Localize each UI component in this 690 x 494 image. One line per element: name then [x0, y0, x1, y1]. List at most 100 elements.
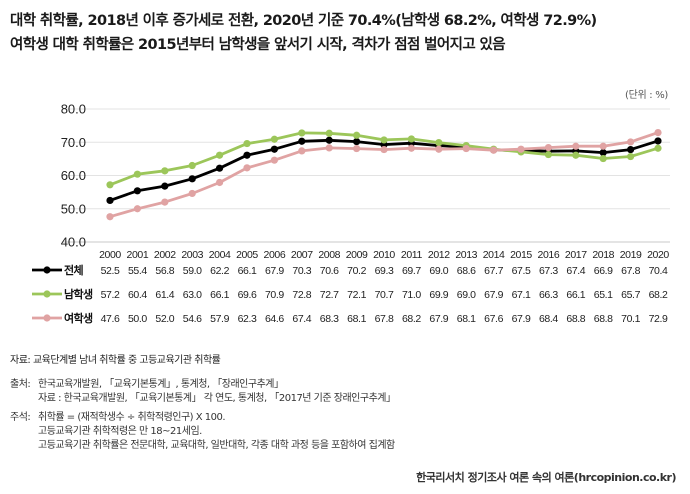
source-line: 자료 : 한국교육개발원, 「교육기본통계」 각 연도, 통계청, 「2017년… — [38, 393, 396, 404]
data-point — [188, 161, 196, 170]
table-cell: 52.5 — [101, 265, 120, 277]
table-cell: 68.3 — [320, 313, 339, 325]
x-tick-label: 2012 — [428, 249, 450, 261]
table-cell: 67.9 — [265, 265, 284, 277]
table-cell: 68.2 — [402, 313, 421, 325]
table-cell: 52.0 — [155, 313, 174, 325]
table-cell: 68.2 — [649, 289, 668, 301]
data-point — [161, 182, 169, 190]
table-cell: 65.1 — [594, 289, 613, 301]
x-tick-label: 2019 — [620, 249, 642, 261]
table-cell: 63.0 — [183, 289, 202, 301]
data-point — [599, 154, 607, 163]
legend-swatch-marker — [43, 266, 51, 274]
data-point — [654, 144, 662, 152]
table-cell: 70.7 — [375, 289, 394, 301]
data-point — [325, 144, 333, 152]
table-cell: 57.9 — [210, 313, 229, 325]
table-cell: 69.7 — [402, 265, 421, 277]
table-cell: 67.7 — [484, 265, 503, 277]
note-line: 고등교육기관 취학적령은 만 18~21세임. — [38, 426, 202, 437]
legend-swatch-marker — [43, 290, 51, 298]
data-point — [243, 151, 251, 159]
unit-label: (단위 : %) — [625, 90, 669, 101]
x-tick-label: 2018 — [592, 249, 614, 261]
data-point — [627, 138, 635, 146]
x-tick-label: 2009 — [346, 249, 368, 261]
table-cell: 72.7 — [320, 289, 339, 301]
table-cell: 62.2 — [210, 265, 229, 277]
table-cell: 68.8 — [566, 313, 585, 325]
data-point — [188, 189, 196, 198]
table-cell: 69.6 — [238, 289, 257, 301]
data-point — [490, 146, 498, 154]
data-point — [243, 164, 251, 172]
footer-credit: 한국리서치 정기조사 여론 속의 여론(hrcopinion.co.kr) — [416, 471, 676, 484]
x-tick-label: 2008 — [318, 249, 340, 261]
table-cell: 66.1 — [210, 289, 229, 301]
chart-title: 대학 취학률, 2018년 이후 증가세로 전환, 2020년 기준 70.4%… — [10, 13, 597, 29]
data-point — [517, 145, 525, 153]
table-cell: 68.1 — [457, 313, 476, 325]
y-tick-label: 60.0 — [61, 168, 86, 183]
data-source-label: 자료: 교육단계별 남녀 취학률 중 고등교육기관 취학률 — [10, 355, 221, 366]
table-cell: 57.2 — [101, 289, 120, 301]
x-tick-label: 2002 — [154, 249, 176, 261]
table-cell: 70.9 — [265, 289, 284, 301]
data-point — [325, 129, 333, 137]
table-cell: 66.1 — [238, 265, 257, 277]
table-cell: 67.9 — [429, 313, 448, 325]
note-line: 고등교육기관 취학률은 전문대학, 교육대학, 일반대학, 각종 대학 과정 등… — [38, 440, 395, 451]
data-point — [654, 137, 662, 145]
data-point — [106, 213, 114, 221]
table-cell: 65.7 — [621, 289, 640, 301]
data-point — [353, 131, 361, 139]
data-point — [325, 136, 333, 144]
x-tick-label: 2011 — [401, 249, 423, 261]
data-point — [572, 142, 580, 150]
data-point — [216, 151, 224, 159]
table-cell: 55.4 — [128, 265, 147, 277]
table-cell: 67.4 — [292, 313, 311, 325]
data-point — [627, 152, 635, 161]
y-tick-label: 70.0 — [61, 135, 86, 150]
data-point — [599, 148, 607, 157]
x-tick-label: 2016 — [538, 249, 560, 261]
table-cell: 72.8 — [292, 289, 311, 301]
table-cell: 66.3 — [539, 289, 558, 301]
x-tick-label: 2015 — [510, 249, 532, 261]
table-cell: 67.9 — [484, 289, 503, 301]
data-point — [161, 167, 169, 175]
x-tick-label: 2006 — [264, 249, 286, 261]
note-line: 취학률 = (재적학생수 ÷ 취학적령인구) X 100. — [38, 412, 226, 423]
table-cell: 67.8 — [621, 265, 640, 277]
table-cell: 70.2 — [347, 265, 366, 277]
table-cell: 66.1 — [566, 289, 585, 301]
x-tick-label: 2003 — [181, 249, 203, 261]
data-point — [133, 170, 141, 178]
x-tick-label: 2013 — [455, 249, 477, 261]
table-cell: 54.6 — [183, 313, 202, 325]
table-cell: 59.0 — [183, 265, 202, 277]
data-point — [380, 136, 388, 144]
legend-label: 남학생 — [64, 287, 93, 301]
y-tick-label: 80.0 — [61, 102, 86, 117]
data-point — [216, 164, 224, 172]
legend-swatch-marker — [43, 314, 51, 322]
x-tick-label: 2007 — [291, 249, 313, 261]
data-point — [298, 137, 306, 145]
table-cell: 67.1 — [512, 289, 531, 301]
table-cell: 69.3 — [375, 265, 394, 277]
data-point — [544, 143, 553, 152]
table-cell: 68.4 — [539, 313, 558, 325]
table-cell: 68.8 — [594, 313, 613, 325]
table-cell: 50.0 — [128, 313, 147, 325]
table-cell: 69.0 — [429, 265, 448, 277]
table-cell: 68.1 — [347, 313, 366, 325]
table-cell: 67.6 — [484, 313, 503, 325]
data-point — [627, 145, 635, 154]
table-cell: 67.8 — [375, 313, 394, 325]
data-point — [654, 129, 662, 137]
table-cell: 70.3 — [292, 265, 311, 277]
chart-subtitle: 여학생 대학 취학률은 2015년부터 남학생을 앞서기 시작, 격차가 점점 … — [10, 37, 506, 53]
